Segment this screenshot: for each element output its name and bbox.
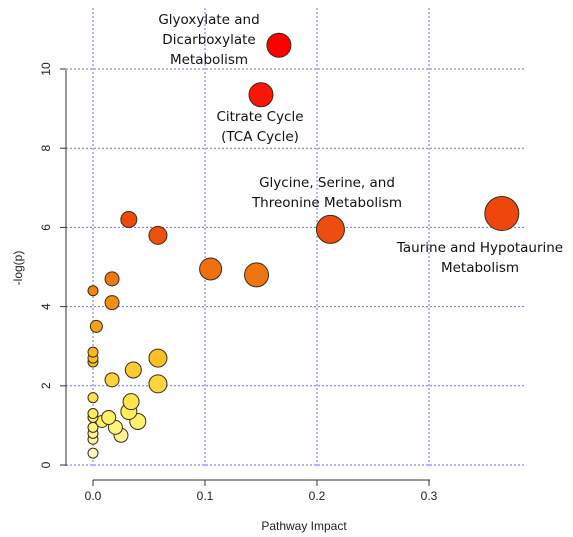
annotation-line: Glycine, Serine, and — [259, 175, 395, 191]
y-tick-label: 8 — [39, 145, 53, 152]
x-tick-label: 0.2 — [309, 489, 326, 503]
y-tick-label: 10 — [39, 62, 53, 76]
annotation-line: Taurine and Hypotaurine — [396, 240, 563, 256]
data-point — [148, 348, 168, 368]
y-tick-label: 4 — [39, 303, 53, 310]
annotation-line: Dicarboxylate — [162, 32, 255, 48]
annotation-line: Metabolism — [441, 260, 519, 276]
data-point — [148, 374, 168, 394]
data-point — [104, 295, 120, 311]
data-point — [120, 210, 138, 228]
annotation-line: Threonine Metabolism — [251, 195, 402, 211]
data-point — [484, 196, 520, 232]
x-tick-label: 0.0 — [85, 489, 102, 503]
data-point — [87, 392, 99, 404]
tick-marks — [60, 68, 430, 486]
data-point — [266, 32, 292, 58]
annotation-line: Glyoxylate and — [158, 12, 259, 28]
data-point — [87, 408, 99, 420]
y-tick-label: 2 — [39, 382, 53, 389]
data-point — [101, 409, 117, 425]
data-point — [148, 225, 168, 245]
data-point — [244, 262, 270, 288]
tick-labels: 0.0 0.1 0.2 0.3 0 2 4 6 8 10 — [39, 62, 438, 503]
x-axis-title: Pathway Impact — [261, 519, 347, 533]
y-tick-label: 6 — [39, 224, 53, 231]
annotation-label: Taurine and Hypotaurine Metabolism — [396, 240, 563, 276]
annotation-line: Metabolism — [170, 52, 248, 68]
annotation-label: Citrate Cycle (TCA Cycle) — [216, 109, 303, 145]
data-point — [122, 393, 140, 411]
data-point — [315, 214, 345, 244]
data-point — [248, 82, 274, 108]
y-tick-label: 0 — [39, 461, 53, 468]
data-point — [104, 271, 120, 287]
axes — [65, 70, 430, 481]
annotation-label: Glyoxylate and Dicarboxylate Metabolism — [158, 12, 259, 68]
annotation-line: Citrate Cycle — [216, 109, 303, 125]
data-point — [87, 346, 99, 358]
annotation-line: (TCA Cycle) — [221, 129, 299, 145]
grid-lines — [66, 8, 524, 466]
data-points — [87, 32, 520, 459]
data-point — [199, 257, 223, 281]
data-point — [89, 319, 103, 333]
x-tick-label: 0.3 — [421, 489, 438, 503]
x-tick-label: 0.1 — [197, 489, 214, 503]
data-point — [124, 361, 142, 379]
point-annotations: Glyoxylate and Dicarboxylate Metabolism Cit… — [158, 12, 563, 276]
annotation-label: Glycine, Serine, and Threonine Metabolism — [251, 175, 402, 211]
data-point — [87, 285, 99, 297]
data-point — [104, 372, 120, 388]
y-axis-title: -log(p) — [11, 251, 25, 286]
data-point — [87, 447, 99, 459]
